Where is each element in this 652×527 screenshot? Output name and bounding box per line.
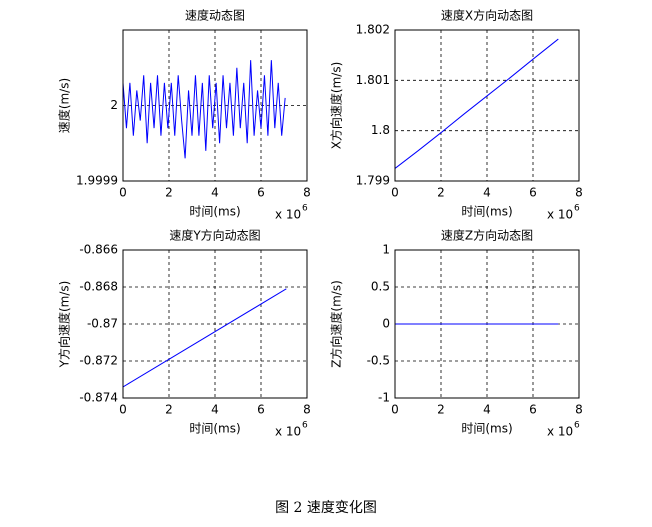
x-tick-label: 8: [575, 403, 583, 417]
x-tick-label: 6: [257, 403, 265, 417]
x-tick-label: 4: [211, 186, 219, 200]
x-scale-exponent: 6: [302, 421, 308, 431]
x-scale-exponent: 6: [302, 204, 308, 214]
y-tick-label: 1: [382, 243, 390, 257]
y-tick-label: -0.5: [367, 354, 390, 368]
y-axis-label: Z方向速度(m/s): [329, 280, 344, 368]
y-tick-label: 1.799: [356, 174, 390, 188]
chart-title: 速度Y方向动态图: [169, 228, 260, 243]
y-tick-label: -0.866: [79, 243, 118, 257]
chart-title: 速度动态图: [185, 8, 245, 23]
x-tick-label: 2: [165, 403, 173, 417]
y-tick-label: -0.874: [79, 391, 118, 405]
x-tick-label: 4: [483, 403, 491, 417]
x-tick-label: 2: [165, 186, 173, 200]
x-tick-label: 8: [303, 186, 311, 200]
x-axis-label: 时间(ms): [189, 205, 240, 219]
axes-box: [394, 29, 580, 182]
x-tick-label: 8: [575, 186, 583, 200]
y-axis-label: Y方向速度(m/s): [57, 281, 72, 369]
x-tick-label: 6: [529, 403, 537, 417]
y-tick-label: 1.802: [356, 23, 390, 37]
x-tick-label: 2: [437, 403, 445, 417]
x-tick-label: 8: [303, 403, 311, 417]
y-tick-label: 0: [382, 317, 390, 331]
y-axis-label: 速度(m/s): [57, 78, 72, 133]
x-tick-label: 4: [211, 403, 219, 417]
chart-title: 速度X方向动态图: [441, 8, 533, 23]
x-tick-label: 0: [119, 403, 127, 417]
y-tick-label: 0.5: [371, 280, 390, 294]
y-tick-label: -1: [378, 391, 390, 405]
axes-box: [122, 249, 308, 399]
x-tick-label: 4: [483, 186, 491, 200]
data-line: [122, 60, 286, 159]
data-line: [394, 38, 559, 169]
x-scale-base: x 10: [547, 208, 573, 222]
y-tick-label: -0.868: [79, 280, 118, 294]
y-tick-label: 1.801: [356, 73, 390, 87]
y-tick-label: -0.87: [87, 317, 118, 331]
x-tick-label: 6: [257, 186, 265, 200]
caption: 图 2 速度变化图: [275, 500, 377, 516]
x-axis-label: 时间(ms): [461, 422, 512, 436]
x-tick-label: 6: [529, 186, 537, 200]
x-axis-label: 时间(ms): [461, 205, 512, 219]
chart-title: 速度Z方向动态图: [441, 228, 533, 243]
x-scale-base: x 10: [275, 208, 301, 222]
x-scale-exponent: 6: [574, 421, 580, 431]
x-tick-label: 0: [391, 403, 399, 417]
y-tick-label: -0.872: [79, 354, 118, 368]
axes-box: [394, 249, 580, 399]
x-axis-label: 时间(ms): [189, 422, 240, 436]
x-tick-label: 2: [437, 186, 445, 200]
x-tick-label: 0: [391, 186, 399, 200]
y-tick-label: 2: [110, 98, 118, 112]
axes-box: [122, 29, 308, 182]
y-axis-label: X方向速度(m/s): [329, 62, 344, 150]
y-tick-label: 1.9999: [76, 174, 118, 188]
data-line: [122, 288, 287, 388]
x-scale-base: x 10: [547, 425, 573, 439]
x-scale-base: x 10: [275, 425, 301, 439]
y-tick-label: 1.8: [371, 123, 390, 137]
x-tick-label: 0: [119, 186, 127, 200]
x-scale-exponent: 6: [574, 204, 580, 214]
